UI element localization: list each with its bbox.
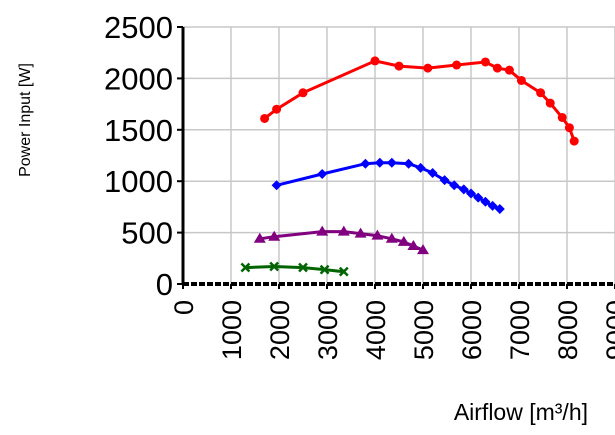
series-line [276, 161, 501, 211]
data-point [271, 180, 282, 191]
data-point [337, 225, 350, 236]
x-tick-label: 1000 [217, 300, 247, 360]
data-point [487, 200, 498, 211]
data-point [403, 158, 414, 169]
data-point [415, 162, 426, 173]
data-point [371, 229, 384, 240]
data-point [317, 169, 328, 180]
data-point [298, 88, 308, 98]
data-point [269, 261, 280, 272]
x-axis-label: Airflow [m³/h] [454, 399, 588, 425]
series-layer [240, 56, 579, 277]
series-4 [240, 261, 349, 277]
data-point [397, 235, 410, 246]
data-point [385, 232, 398, 243]
y-tick-label: 2500 [104, 10, 173, 45]
x-tick-label: 7000 [505, 300, 535, 360]
series-line [245, 264, 344, 274]
data-point [452, 60, 462, 70]
y-tick-label: 1000 [104, 164, 173, 199]
data-point [466, 188, 476, 199]
data-point [480, 57, 490, 67]
data-point [316, 225, 329, 236]
data-point [394, 61, 404, 71]
data-point [298, 262, 308, 273]
data-point [407, 239, 420, 250]
y-tick-label: 0 [156, 267, 173, 302]
data-point [338, 266, 349, 277]
data-point [360, 158, 371, 169]
x-tick-label: 3000 [313, 300, 343, 360]
data-point [557, 112, 567, 122]
x-axis-ticks: 0 1000 2000 3000 4000 5000 6000 7000 8000 9000 [169, 300, 615, 360]
series-1 [260, 56, 579, 146]
data-point [545, 98, 555, 108]
x-tick-label: 0 [169, 300, 199, 315]
y-tick-label: 500 [121, 216, 173, 251]
x-tick-label: 9000 [601, 300, 615, 360]
data-point [240, 262, 251, 273]
data-point [492, 63, 502, 73]
data-point [536, 88, 546, 98]
data-point [417, 244, 429, 255]
data-point [427, 167, 438, 178]
data-point [268, 230, 281, 241]
x-tick-label: 6000 [457, 300, 487, 360]
data-point [449, 180, 460, 191]
x-tick-label: 2000 [265, 300, 295, 360]
x-tick-label: 8000 [553, 300, 583, 360]
data-point [272, 104, 282, 114]
data-point [260, 113, 270, 123]
data-point [473, 192, 484, 203]
data-point [494, 203, 505, 214]
data-point [374, 157, 385, 168]
data-point [439, 175, 450, 186]
y-tick-label: 1500 [104, 113, 173, 148]
data-point [516, 75, 526, 85]
y-axis-ticks: 0 500 1000 1500 2000 2500 [104, 10, 183, 302]
data-point [354, 227, 367, 238]
data-point [569, 136, 579, 146]
data-point [386, 157, 397, 168]
data-point [370, 56, 380, 66]
data-point [564, 123, 574, 133]
data-point [423, 63, 433, 73]
data-point [480, 196, 491, 207]
series-3 [253, 225, 429, 255]
x-tick-label: 4000 [361, 300, 391, 360]
series-line [263, 59, 576, 142]
x-tick-label: 5000 [409, 300, 439, 360]
grid [181, 26, 615, 289]
series-2 [271, 157, 505, 214]
data-point [253, 232, 266, 243]
data-point [319, 264, 330, 275]
data-point [504, 65, 514, 75]
y-axis-label: Power Input [W] [17, 63, 34, 177]
y-tick-label: 2000 [104, 61, 173, 96]
data-point [458, 184, 469, 195]
